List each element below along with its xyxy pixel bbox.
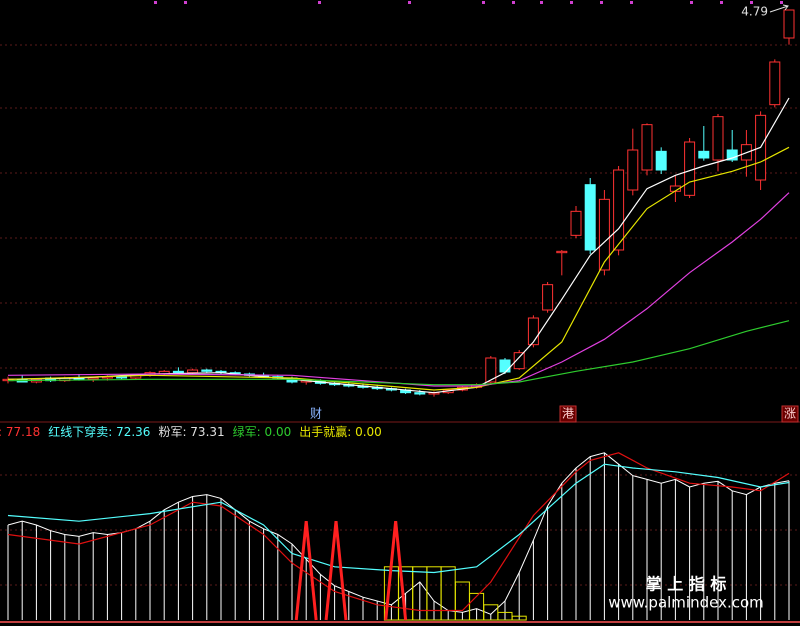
candle-body: [698, 150, 710, 159]
event-label: 涨: [784, 406, 796, 421]
candle-body: [570, 210, 582, 236]
legend-row: 买: 77.18 红线下穿卖: 72.36 粉军: 73.31 绿军: 0.00 出手就…: [0, 424, 382, 439]
event-label: 港: [562, 407, 574, 421]
step-box: [511, 615, 527, 621]
candle-body: [542, 284, 554, 311]
legend-item: 粉军: 73.31: [158, 425, 224, 439]
indicator-legend: 买: 77.18 红线下穿卖: 72.36 粉军: 73.31 绿军: 0.00 出手就…: [0, 424, 382, 439]
signal-spike: [384, 521, 408, 621]
signal-spike: [294, 521, 318, 621]
candle-body: [527, 317, 539, 346]
candle-body: [201, 369, 213, 372]
candle-body: [641, 124, 653, 171]
candle-body: [584, 184, 596, 251]
candle-body: [414, 392, 426, 395]
candle-body: [87, 377, 99, 380]
legend-item: 买: 77.18: [0, 425, 40, 439]
ma-line: [7, 320, 790, 386]
candle-body: [116, 376, 128, 379]
candle-body: [769, 61, 781, 106]
watermark-url: www.palmindex.com: [608, 594, 764, 612]
max-label: 4.79: [741, 5, 768, 19]
price-panel: [2, 9, 795, 397]
max-arrow: [769, 4, 789, 13]
ma-line: [7, 146, 790, 391]
candle-body: [627, 149, 639, 191]
indicator-line: [7, 463, 790, 574]
candle-body: [499, 359, 511, 373]
event-box: [781, 405, 799, 423]
legend-item: 绿军: 0.00: [233, 424, 292, 439]
candle-body: [485, 357, 497, 383]
candle-body: [712, 116, 724, 161]
indicator-line: [7, 452, 790, 612]
candle-body: [513, 352, 525, 370]
candle-body: [172, 370, 184, 374]
candle-body: [598, 198, 610, 271]
candle-body: [556, 250, 568, 254]
top-dots: [154, 1, 783, 4]
candle-body: [187, 369, 199, 374]
legend-item: 出手就赢: 0.00: [299, 424, 382, 439]
candle-body: [684, 141, 696, 196]
legend-item: 红线下穿卖: 72.36: [48, 424, 150, 439]
indicator-panel: [7, 452, 790, 621]
watermark-title: 掌 上 指 标: [646, 575, 727, 594]
candle-body: [655, 150, 667, 171]
event-box: [559, 405, 577, 423]
candle-body: [783, 9, 795, 39]
ma-line: [7, 192, 790, 387]
event-label: 财: [310, 407, 322, 421]
signal-spike: [324, 521, 348, 621]
ma-line: [7, 97, 790, 394]
candle-body: [726, 149, 738, 161]
candle-body: [613, 169, 625, 251]
